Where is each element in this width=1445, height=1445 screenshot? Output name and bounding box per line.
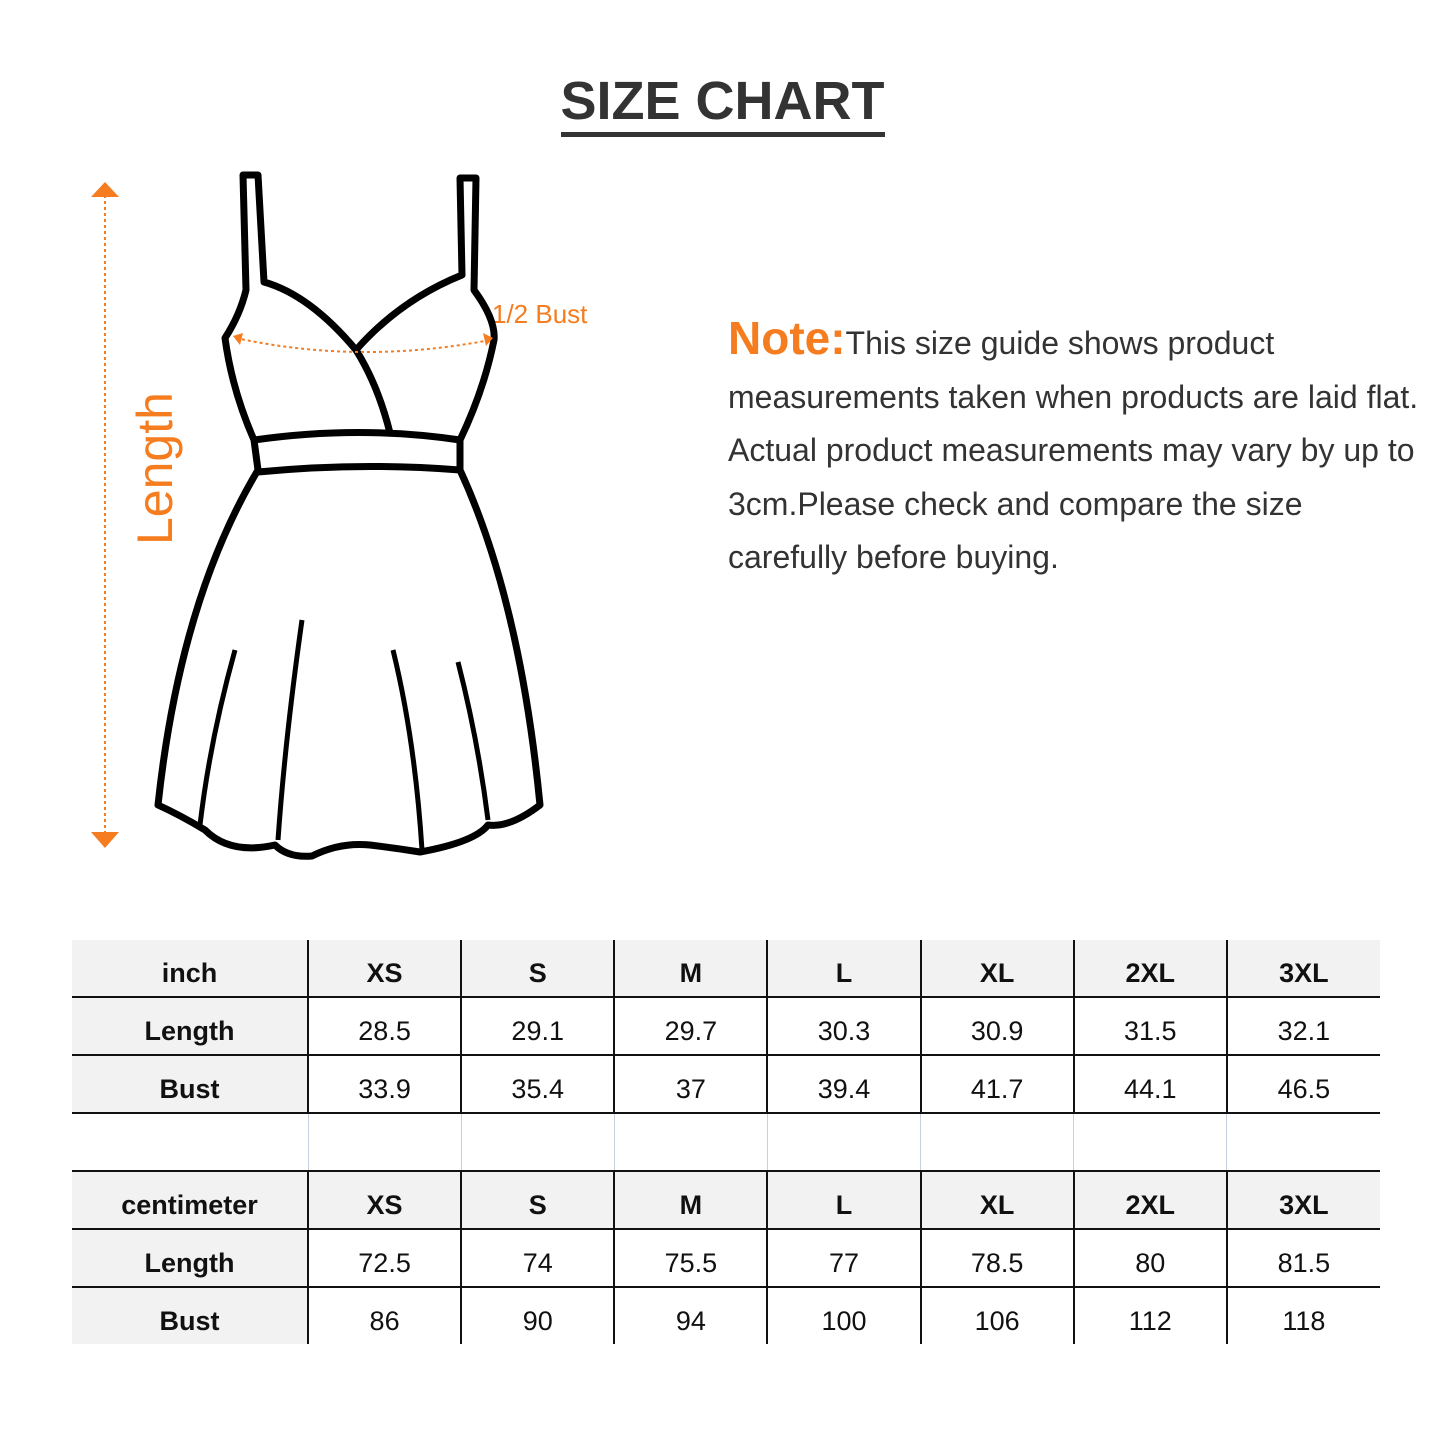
row-label: Bust xyxy=(72,1287,308,1344)
row-label: Length xyxy=(72,997,308,1055)
value-cell: 33.9 xyxy=(306,1055,462,1113)
value-cell: 112 xyxy=(1072,1287,1227,1344)
size-header: XL xyxy=(919,1171,1074,1229)
value-cell: 80 xyxy=(1072,1229,1227,1287)
value-cell: 81.5 xyxy=(1225,1229,1380,1287)
value-cell: 31.5 xyxy=(1072,997,1227,1055)
bust-arrow xyxy=(233,333,493,354)
table-row: Bust 86 90 94 100 106 112 118 xyxy=(72,1287,1380,1344)
value-cell: 29.1 xyxy=(460,997,615,1055)
note-label: Note: xyxy=(728,312,846,364)
value-cell: 74 xyxy=(460,1229,615,1287)
size-header: XS xyxy=(306,940,462,997)
size-header: L xyxy=(766,1171,921,1229)
value-cell: 41.7 xyxy=(919,1055,1074,1113)
size-header: M xyxy=(613,940,768,997)
value-cell: 28.5 xyxy=(306,997,462,1055)
table-header-row: inch XS S M L XL 2XL 3XL xyxy=(72,940,1380,997)
value-cell: 106 xyxy=(919,1287,1074,1344)
value-cell: 118 xyxy=(1225,1287,1380,1344)
value-cell: 75.5 xyxy=(613,1229,768,1287)
size-header: 2XL xyxy=(1072,940,1227,997)
empty-cell xyxy=(1226,1113,1380,1171)
size-header: L xyxy=(766,940,921,997)
value-cell: 30.9 xyxy=(919,997,1074,1055)
dress-diagram: Length 1/2 Bust xyxy=(91,171,588,860)
empty-cell xyxy=(460,1113,615,1171)
empty-cell xyxy=(1073,1113,1227,1171)
value-cell: 39.4 xyxy=(766,1055,921,1113)
value-cell: 44.1 xyxy=(1072,1055,1227,1113)
size-header: 3XL xyxy=(1225,1171,1380,1229)
length-label: Length xyxy=(127,392,183,545)
value-cell: 30.3 xyxy=(766,997,921,1055)
value-cell: 72.5 xyxy=(306,1229,462,1287)
size-header: XL xyxy=(919,940,1074,997)
page-title: SIZE CHART xyxy=(0,70,1445,137)
value-cell: 35.4 xyxy=(460,1055,615,1113)
value-cell: 37 xyxy=(613,1055,768,1113)
length-arrow xyxy=(91,182,119,848)
bust-label: 1/2 Bust xyxy=(492,299,588,329)
empty-cell xyxy=(613,1113,768,1171)
value-cell: 94 xyxy=(613,1287,768,1344)
value-cell: 32.1 xyxy=(1225,997,1380,1055)
size-header: XS xyxy=(306,1171,462,1229)
empty-cell xyxy=(307,1113,462,1171)
size-header: S xyxy=(460,940,615,997)
size-note: Note:This size guide shows product measu… xyxy=(728,312,1428,585)
note-text: This size guide shows product measuremen… xyxy=(728,325,1419,575)
size-header: S xyxy=(460,1171,615,1229)
value-cell: 90 xyxy=(460,1287,615,1344)
empty-cell xyxy=(920,1113,1074,1171)
table-header-row: centimeter XS S M L XL 2XL 3XL xyxy=(72,1171,1380,1229)
table-row: Length 28.5 29.1 29.7 30.3 30.9 31.5 32.1 xyxy=(72,997,1380,1055)
empty-cell xyxy=(766,1113,921,1171)
value-cell: 46.5 xyxy=(1225,1055,1380,1113)
row-label: Length xyxy=(72,1229,308,1287)
size-header: 2XL xyxy=(1072,1171,1227,1229)
empty-cell xyxy=(72,1113,308,1171)
value-cell: 86 xyxy=(306,1287,462,1344)
size-table: inch XS S M L XL 2XL 3XL Length 28.5 29.1 29.7 30.3 3… xyxy=(72,940,1380,1344)
table-row: Length 72.5 74 75.5 77 78.5 80 81.5 xyxy=(72,1229,1380,1287)
spacer-row xyxy=(72,1113,1380,1171)
size-header: 3XL xyxy=(1225,940,1380,997)
row-label: Bust xyxy=(72,1055,308,1113)
unit-label: centimeter xyxy=(72,1171,308,1229)
value-cell: 78.5 xyxy=(919,1229,1074,1287)
table-row: Bust 33.9 35.4 37 39.4 41.7 44.1 46.5 xyxy=(72,1055,1380,1113)
size-header: M xyxy=(613,1171,768,1229)
value-cell: 100 xyxy=(766,1287,921,1344)
unit-label: inch xyxy=(72,940,308,997)
value-cell: 77 xyxy=(766,1229,921,1287)
value-cell: 29.7 xyxy=(613,997,768,1055)
